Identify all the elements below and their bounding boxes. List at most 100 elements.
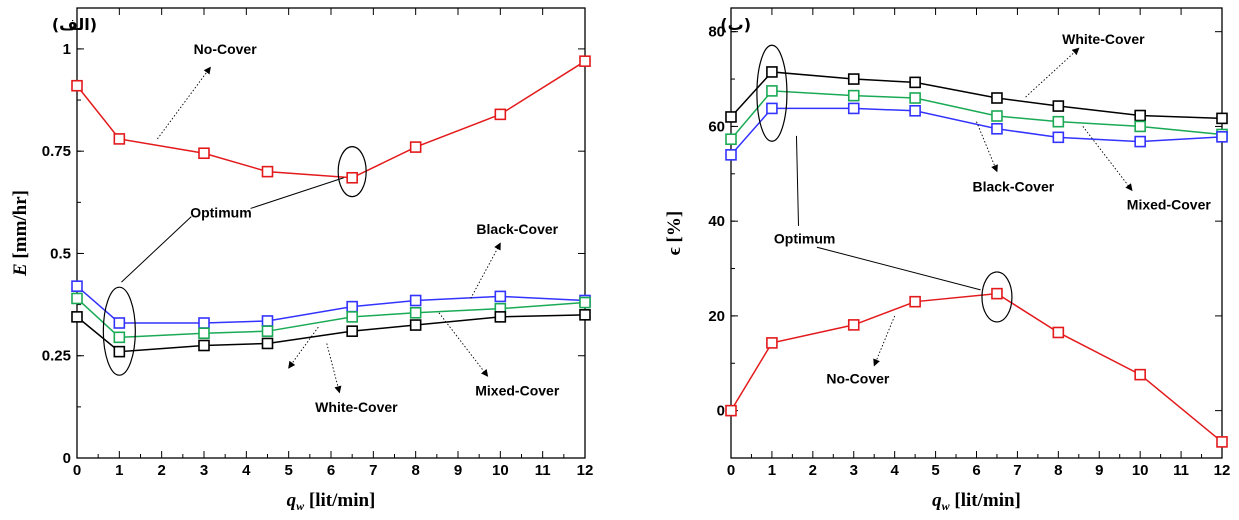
x-tick-label: 5 — [284, 462, 292, 479]
data-point-marker — [992, 289, 1002, 299]
x-tick-label: 3 — [850, 462, 858, 479]
y-axis-label: ϵ [%] — [664, 211, 685, 255]
y-tick-label: 60 — [708, 118, 725, 135]
y-axis-label-symbol: E — [10, 263, 31, 277]
data-point-marker — [767, 67, 777, 77]
data-point-marker — [114, 332, 124, 342]
annotation-optimum: Optimum — [774, 231, 835, 247]
data-point-marker — [910, 77, 920, 87]
annotation-no-cover: No-Cover — [194, 41, 258, 57]
data-point-marker — [495, 312, 505, 322]
data-point-marker — [1135, 121, 1145, 131]
data-point-marker — [72, 293, 82, 303]
series-no-cover — [726, 289, 1227, 447]
data-point-marker — [114, 134, 124, 144]
data-point-marker — [849, 91, 859, 101]
leader-white-cover — [289, 327, 319, 368]
y-axis-label-unit: [%] — [664, 211, 685, 247]
data-point-marker — [347, 312, 357, 322]
x-tick-label: 0 — [727, 462, 735, 479]
leader-white-cover-2 — [327, 343, 340, 392]
panel-label: (ب) — [720, 15, 751, 34]
leader-optimum-right — [251, 178, 344, 209]
x-tick-label: 10 — [1132, 462, 1149, 479]
data-point-marker — [347, 173, 357, 183]
x-axis-label-unit: [lit/min] — [304, 490, 375, 511]
x-axis-label: qw [lit/min] — [932, 490, 1021, 513]
data-point-marker — [580, 310, 590, 320]
x-tick-label: 7 — [369, 462, 377, 479]
data-point-marker — [849, 320, 859, 330]
leader-optimum-left — [121, 217, 191, 282]
data-point-marker — [411, 142, 421, 152]
data-point-marker — [1217, 113, 1227, 123]
data-point-marker — [347, 326, 357, 336]
y-tick-label: 20 — [708, 308, 725, 325]
x-tick-label: 9 — [1095, 462, 1103, 479]
optimum-ellipse — [338, 147, 366, 197]
data-point-marker — [849, 103, 859, 113]
data-point-marker — [767, 86, 777, 96]
data-point-marker — [1135, 137, 1145, 147]
x-axis-label-symbol: q — [932, 490, 942, 511]
series-line — [77, 286, 585, 323]
y-tick-label: 0.5 — [50, 245, 71, 262]
x-tick-label: 11 — [1173, 462, 1189, 479]
data-point-marker — [767, 103, 777, 113]
leader-optimum-right — [817, 247, 981, 290]
data-point-marker — [1053, 117, 1063, 127]
data-point-marker — [849, 74, 859, 84]
data-point-marker — [1053, 327, 1063, 337]
y-tick-label: 0 — [717, 403, 725, 420]
leader-no-cover — [157, 67, 210, 139]
panel-label: (الف) — [52, 15, 97, 34]
data-point-marker — [347, 302, 357, 312]
annotation-black-cover: Black-Cover — [972, 179, 1054, 195]
annotation-white-cover: White-Cover — [315, 399, 398, 415]
x-axis-label-symbol: q — [287, 490, 297, 511]
annotation-mixed-cover: Mixed-Cover — [475, 383, 560, 399]
y-tick-label: 0.25 — [42, 348, 71, 365]
leader-mixed-cover — [439, 313, 488, 376]
data-point-marker — [411, 296, 421, 306]
data-point-marker — [72, 281, 82, 291]
leader-black-cover — [471, 243, 501, 298]
annotation-no-cover: No-Cover — [826, 370, 890, 386]
series-white-cover — [726, 67, 1227, 123]
data-point-marker — [199, 318, 209, 328]
x-tick-label: 12 — [577, 462, 594, 479]
data-point-marker — [1217, 132, 1227, 142]
data-point-marker — [199, 148, 209, 158]
annotation-black-cover: Black-Cover — [476, 221, 558, 237]
y-tick-label: 40 — [708, 213, 725, 230]
x-tick-label: 3 — [200, 462, 208, 479]
x-tick-label: 0 — [73, 462, 81, 479]
x-tick-label: 8 — [411, 462, 419, 479]
data-point-marker — [495, 291, 505, 301]
series-line — [731, 294, 1222, 442]
leader-white-cover — [1026, 48, 1079, 97]
x-tick-label: 5 — [931, 462, 939, 479]
x-tick-label: 4 — [242, 462, 251, 479]
x-tick-label: 2 — [157, 462, 165, 479]
y-tick-label: 0.75 — [42, 143, 71, 160]
data-point-marker — [199, 328, 209, 338]
data-point-marker — [992, 111, 1002, 121]
x-tick-label: 4 — [890, 462, 899, 479]
data-point-marker — [726, 406, 736, 416]
data-point-marker — [580, 56, 590, 66]
data-point-marker — [1135, 111, 1145, 121]
x-tick-label: 7 — [1013, 462, 1021, 479]
x-tick-label: 11 — [535, 462, 551, 479]
data-point-marker — [114, 347, 124, 357]
data-point-marker — [72, 81, 82, 91]
data-point-marker — [495, 109, 505, 119]
data-point-marker — [910, 297, 920, 307]
y-axis-label-unit: [mm/hr] — [10, 190, 31, 263]
data-point-marker — [199, 341, 209, 351]
leader-optimum-left — [796, 136, 798, 226]
data-point-marker — [263, 167, 273, 177]
